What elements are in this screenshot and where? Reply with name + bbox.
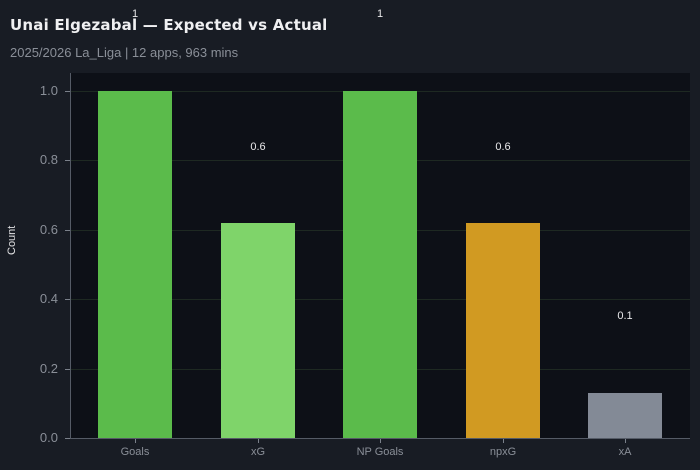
y-tick-label: 0.4	[39, 291, 58, 307]
bar-goals	[98, 91, 172, 438]
x-axis-line	[70, 438, 690, 439]
y-tick	[65, 438, 70, 439]
bar-xg	[221, 222, 295, 438]
y-tick	[65, 299, 70, 301]
y-tick-label: 1.0	[39, 83, 58, 98]
x-tick	[380, 439, 381, 443]
x-tick	[135, 439, 136, 443]
bar-np-goals	[343, 91, 417, 438]
chart-subtitle: 2025/2026 La_Liga | 12 apps, 963 mins	[10, 45, 239, 60]
y-tick-label: 0.2	[39, 360, 58, 376]
y-tick-label: 0.6	[39, 221, 58, 237]
x-tick-label: Goals	[120, 446, 150, 458]
bar-value-label: 1	[376, 8, 384, 20]
x-tick-label: xA	[618, 446, 632, 458]
y-tick	[65, 368, 70, 370]
bar-npxg	[466, 222, 540, 438]
bar-value-label: 0.6	[495, 141, 511, 153]
y-tick	[65, 160, 70, 162]
bar-xa	[588, 392, 662, 438]
chart-title: Unai Elgezabal — Expected vs Actual	[10, 16, 328, 34]
bar-value-label: 0.6	[250, 141, 266, 153]
x-tick	[503, 439, 504, 443]
x-tick	[625, 439, 626, 443]
x-tick-label: xG	[250, 446, 266, 458]
y-axis-line	[70, 73, 71, 439]
y-tick	[65, 229, 70, 231]
x-tick-label: npxG	[489, 446, 517, 458]
y-tick-label: 0.8	[39, 152, 58, 168]
x-tick-label: NP Goals	[356, 446, 404, 458]
bar-value-label: 1	[131, 8, 139, 20]
y-tick	[65, 91, 70, 92]
y-tick-label: 0.0	[39, 430, 58, 445]
x-tick	[258, 439, 259, 443]
bar-value-label: 0.1	[617, 310, 633, 322]
